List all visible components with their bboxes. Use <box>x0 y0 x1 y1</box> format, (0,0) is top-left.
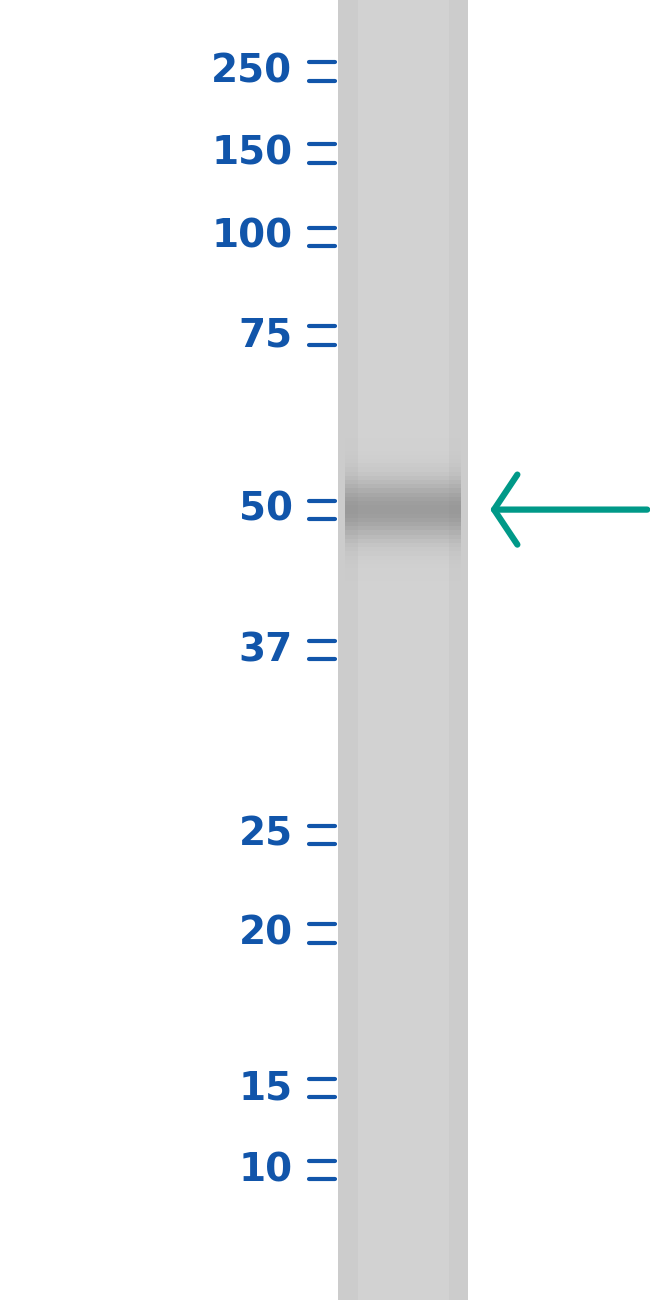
Bar <box>344 442 461 446</box>
Bar <box>344 497 461 500</box>
Text: 10: 10 <box>239 1150 292 1190</box>
Bar <box>344 585 461 589</box>
Bar <box>344 534 461 538</box>
Bar <box>344 564 461 568</box>
Bar <box>344 506 461 510</box>
Bar <box>344 463 461 468</box>
Bar <box>344 459 461 463</box>
Bar <box>344 514 461 517</box>
Text: 15: 15 <box>239 1069 292 1108</box>
Bar <box>344 493 461 497</box>
Text: 100: 100 <box>211 217 292 256</box>
Bar <box>344 572 461 577</box>
Text: 25: 25 <box>239 815 292 854</box>
Bar <box>344 510 461 514</box>
Bar <box>344 568 461 572</box>
Bar <box>344 551 461 555</box>
Bar <box>358 0 448 1300</box>
Bar <box>344 484 461 489</box>
Bar <box>344 538 461 543</box>
Text: 50: 50 <box>239 490 292 529</box>
Bar <box>344 472 461 476</box>
Bar <box>344 429 461 434</box>
Text: 37: 37 <box>239 630 292 670</box>
Bar <box>344 589 461 593</box>
Bar <box>344 547 461 551</box>
Bar <box>344 555 461 560</box>
Bar <box>344 581 461 585</box>
Bar <box>344 468 461 472</box>
Bar <box>344 526 461 530</box>
Bar <box>344 476 461 480</box>
Bar <box>344 455 461 459</box>
Text: 150: 150 <box>211 134 292 173</box>
Bar <box>344 425 461 429</box>
Text: 75: 75 <box>239 316 292 355</box>
Text: 20: 20 <box>239 914 292 953</box>
Bar <box>344 543 461 547</box>
Bar <box>338 0 468 1300</box>
Bar <box>344 560 461 564</box>
Bar <box>344 451 461 455</box>
Bar <box>344 438 461 442</box>
Bar <box>344 517 461 523</box>
Bar <box>344 500 461 506</box>
Bar <box>344 577 461 581</box>
Bar <box>344 434 461 438</box>
Bar <box>344 446 461 451</box>
Bar <box>344 480 461 484</box>
Bar <box>344 530 461 534</box>
Text: 250: 250 <box>211 52 292 91</box>
Bar <box>344 523 461 526</box>
Bar <box>344 489 461 493</box>
